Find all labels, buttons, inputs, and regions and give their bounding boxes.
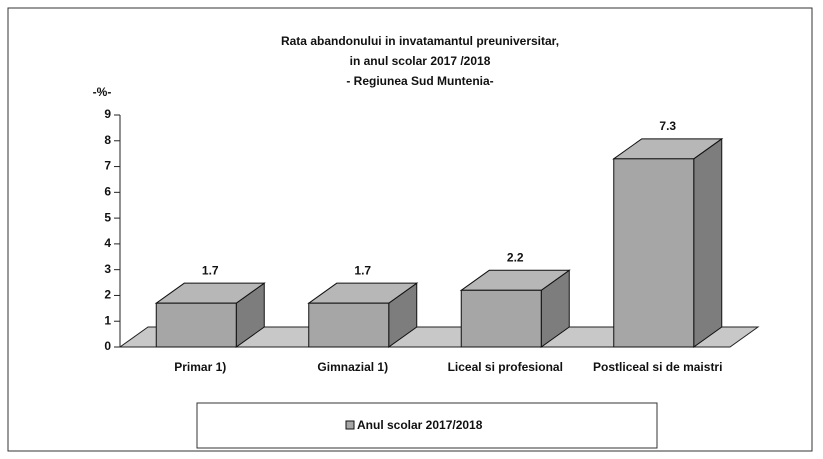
y-tick-label: 3 <box>104 262 111 276</box>
x-tick-label: Gimnazial 1) <box>317 360 389 374</box>
legend-swatch <box>345 420 355 430</box>
bar-front <box>613 158 695 348</box>
y-tick-label: 6 <box>104 185 111 199</box>
y-tick-label: 0 <box>104 339 111 353</box>
x-tick-label: Postliceal si de maistri <box>593 360 723 374</box>
y-tick-label: 4 <box>104 236 111 250</box>
bar <box>307 282 419 348</box>
y-tick-label: 2 <box>104 288 111 302</box>
x-tick-label: Liceal si profesional <box>447 360 563 374</box>
y-tick-label: 9 <box>104 107 111 121</box>
bar <box>459 269 571 348</box>
data-label: 1.7 <box>354 263 371 277</box>
y-tick-label: 5 <box>104 210 111 224</box>
data-label: 1.7 <box>202 263 219 277</box>
chart-subtitle: - Regiunea Sud Muntenia- <box>346 74 493 88</box>
bar-front <box>155 302 237 348</box>
legend-box <box>196 402 658 449</box>
bar-front <box>460 289 542 348</box>
chart-title: Rata abandonului in invatamantul preuniv… <box>281 34 559 48</box>
chart-subtitle: in anul scolar 2017 /2018 <box>350 54 491 68</box>
bar <box>154 282 266 348</box>
bar-side <box>693 137 723 348</box>
data-label: 2.2 <box>507 250 524 264</box>
legend-label: Anul scolar 2017/2018 <box>357 418 483 432</box>
bar-front <box>308 302 390 348</box>
legend-item: Anul scolar 2017/2018 <box>345 418 483 432</box>
y-tick-label: 8 <box>104 133 111 147</box>
x-tick-label: Primar 1) <box>174 360 227 374</box>
data-label: 7.3 <box>659 119 676 133</box>
y-tick-label: 1 <box>104 313 111 327</box>
y-tick-label: 7 <box>104 159 111 173</box>
bar <box>612 137 724 348</box>
y-axis-label: -%- <box>93 85 112 99</box>
